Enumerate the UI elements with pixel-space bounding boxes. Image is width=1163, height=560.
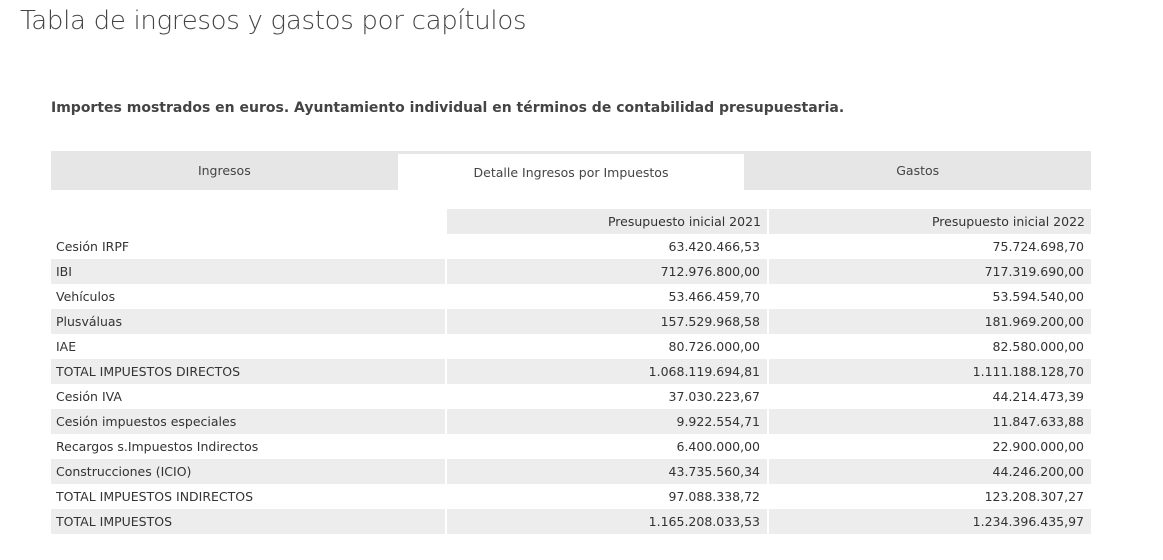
row-value-2021: 6.400.000,00 — [445, 434, 767, 459]
row-value-2022: 11.847.633,88 — [767, 409, 1091, 434]
row-concept: Plusváluas — [51, 309, 445, 334]
table-row: Cesión IVA 37.030.223,67 44.214.473,39 — [51, 384, 1091, 409]
row-value-2021: 97.088.338,72 — [445, 484, 767, 509]
row-value-2021: 53.466.459,70 — [445, 284, 767, 309]
table-row: IBI 712.976.800,00 717.319.690,00 — [51, 259, 1091, 284]
row-value-2022: 53.594.540,00 — [767, 284, 1091, 309]
row-value-2022: 1.111.188.128,70 — [767, 359, 1091, 384]
row-value-2021: 9.922.554,71 — [445, 409, 767, 434]
row-concept: Cesión impuestos especiales — [51, 409, 445, 434]
table-row: Vehículos 53.466.459,70 53.594.540,00 — [51, 284, 1091, 309]
row-concept: Recargos s.Impuestos Indirectos — [56, 439, 259, 454]
row-value-2022: 44.246.200,00 — [767, 459, 1091, 484]
row-value-2022: 82.580.000,00 — [767, 334, 1091, 359]
tab-bar: Ingresos Detalle Ingresos por Impuestos … — [51, 151, 1091, 190]
table-row: TOTAL IMPUESTOS DIRECTOS 1.068.119.694,81… — [51, 359, 1091, 384]
table-row: Cesión IRPF 63.420.466,53 75.724.698,70 — [51, 234, 1091, 259]
row-concept: Construcciones (ICIO) — [51, 459, 445, 484]
table-row: IAE 80.726.000,00 82.580.000,00 — [51, 334, 1091, 359]
table-row: Cesión impuestos especiales 9.922.554,71 1… — [51, 409, 1091, 434]
taxes-table: Presupuesto inicial 2021 Presupuesto ini… — [51, 209, 1091, 534]
tab-detalle-ingresos-impuestos[interactable]: Detalle Ingresos por Impuestos — [397, 154, 745, 190]
table-row: Plusváluas 157.529.968,58 181.969.200,00 — [51, 309, 1091, 334]
row-value-2022: 181.969.200,00 — [767, 309, 1091, 334]
row-value-2022: 717.319.690,00 — [767, 259, 1091, 284]
row-concept: IBI — [51, 259, 445, 284]
tab-gastos[interactable]: Gastos — [896, 163, 940, 178]
header-budget-2022: Presupuesto inicial 2022 — [767, 209, 1091, 234]
row-value-2021: 63.420.466,53 — [445, 234, 767, 259]
page-title: Tabla de ingresos y gastos por capítulos — [20, 6, 527, 36]
table-body: Cesión IRPF 63.420.466,53 75.724.698,70 IBI… — [51, 234, 1091, 534]
row-concept: Cesión IVA — [56, 389, 122, 404]
row-concept: TOTAL IMPUESTOS INDIRECTOS — [56, 489, 254, 504]
row-value-2021: 157.529.968,58 — [445, 309, 767, 334]
row-value-2022: 22.900.000,00 — [767, 434, 1091, 459]
row-concept: TOTAL IMPUESTOS DIRECTOS — [51, 359, 445, 384]
table-row: Construcciones (ICIO) 43.735.560,34 44.246… — [51, 459, 1091, 484]
row-value-2021: 37.030.223,67 — [445, 384, 767, 409]
table-row: Recargos s.Impuestos Indirectos 6.400.000… — [51, 434, 1091, 459]
row-value-2022: 123.208.307,27 — [767, 484, 1091, 509]
header-budget-2021: Presupuesto inicial 2021 — [445, 209, 767, 234]
row-value-2022: 44.214.473,39 — [767, 384, 1091, 409]
row-value-2022: 75.724.698,70 — [767, 234, 1091, 259]
tab-ingresos[interactable]: Ingresos — [197, 163, 251, 178]
row-value-2021: 1.165.208.033,53 — [445, 509, 767, 534]
table-row: TOTAL IMPUESTOS INDIRECTOS 97.088.338,72 1… — [51, 484, 1091, 509]
row-value-2021: 80.726.000,00 — [445, 334, 767, 359]
row-value-2022: 1.234.396.435,97 — [767, 509, 1091, 534]
row-concept: IAE — [56, 339, 77, 354]
row-value-2021: 712.976.800,00 — [445, 259, 767, 284]
table-header-row: Presupuesto inicial 2021 Presupuesto ini… — [51, 209, 1091, 234]
row-concept: Vehículos — [56, 289, 116, 304]
row-value-2021: 43.735.560,34 — [445, 459, 767, 484]
page-subtitle: Importes mostrados en euros. Ayuntamient… — [51, 100, 845, 116]
row-value-2021: 1.068.119.694,81 — [445, 359, 767, 384]
table-row: TOTAL IMPUESTOS 1.165.208.033,53 1.234.396… — [51, 509, 1091, 534]
row-concept: TOTAL IMPUESTOS — [51, 509, 445, 534]
header-concept — [51, 209, 445, 234]
row-concept: Cesión IRPF — [56, 239, 130, 254]
